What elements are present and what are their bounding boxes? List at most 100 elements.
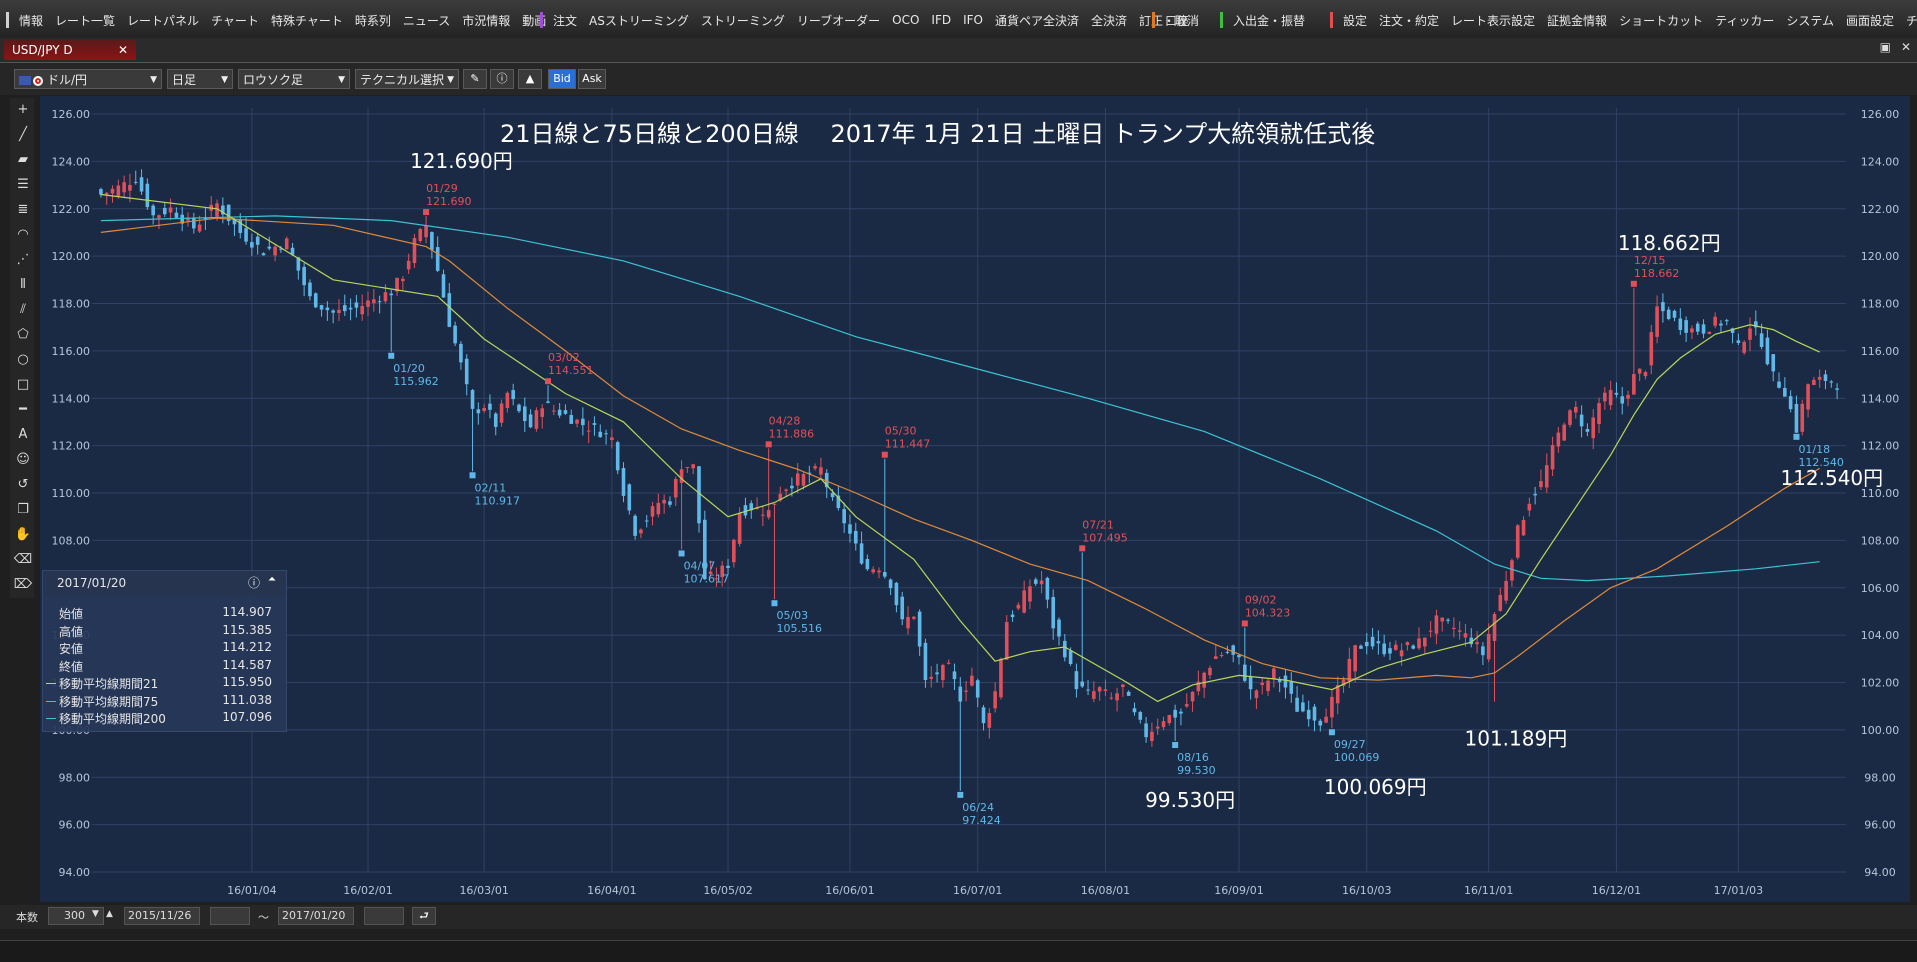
count-input[interactable]: 300 <box>48 907 104 925</box>
hline-icon[interactable]: ━ <box>19 402 27 417</box>
channel-icon[interactable]: ⫽ <box>20 302 26 317</box>
menu-item-group5-5[interactable]: ティッカー <box>1715 13 1775 28</box>
menu-item-group1-4[interactable]: 特殊チャート <box>270 13 343 28</box>
menu-item-group5-4[interactable]: ショートカット <box>1619 13 1704 28</box>
close-icon[interactable]: ✕ <box>117 43 128 57</box>
menu-item-group1-6[interactable]: ニュース <box>402 13 451 28</box>
menu-item-group3-0[interactable]: 口座 <box>1165 13 1190 28</box>
candle-body <box>1057 619 1061 637</box>
period-select[interactable]: 日足 ▼ <box>167 69 233 89</box>
fibonacci-icon[interactable]: ≣ <box>17 202 29 217</box>
menu-item-group2-6[interactable]: IFO <box>963 13 983 27</box>
menu-item-group1-0[interactable]: 情報 <box>19 13 44 28</box>
menu-item-group2-3[interactable]: リーブオーダー <box>796 13 881 28</box>
collapse-icon[interactable]: ⏶ <box>268 574 276 585</box>
copy-icon[interactable]: ❐ <box>17 502 29 517</box>
close-window-icon[interactable]: ✕ <box>1900 40 1911 54</box>
ask-button[interactable]: Ask <box>578 69 606 89</box>
menu-item-group1-5[interactable]: 時系列 <box>354 13 391 28</box>
menu-item-group2-1[interactable]: ASストリーミング <box>589 13 689 28</box>
menu-item-group5-8[interactable]: チャート <box>1906 13 1917 28</box>
menu-item-group2-7[interactable]: 通貨ペア全決済 <box>995 13 1080 28</box>
menu-item-group1-3[interactable]: チャート <box>211 13 259 28</box>
apply-icon[interactable]: ⮐ <box>412 907 436 925</box>
x-tick-label: 16/01/04 <box>227 884 276 897</box>
chart-style-select[interactable]: ロウソク足 ▼ <box>238 69 350 89</box>
menu-item-group5-0[interactable]: 設定 <box>1343 13 1368 28</box>
technical-select[interactable]: テクニカル選択 ▼ <box>355 69 459 89</box>
candle-body <box>255 236 260 245</box>
eraser-all-icon[interactable]: ⌦ <box>13 577 33 592</box>
ruler-icon[interactable]: ▰ <box>18 152 28 167</box>
info-value: 114.907 <box>222 605 272 619</box>
info-icon[interactable]: ⓘ <box>490 69 514 89</box>
price-chart[interactable]: 126.00 126.00 124.00 124.00 122.00 122.00 120.… <box>40 96 1910 902</box>
pen-icon[interactable]: ✎ <box>463 69 487 89</box>
circle-icon[interactable]: ○ <box>17 352 29 367</box>
menu-item-group4-0[interactable]: 入出金・振替 <box>1233 13 1306 28</box>
ma200-line <box>100 215 1820 582</box>
to-date-input[interactable]: 2017/01/20 <box>278 907 354 925</box>
chart-area[interactable]: 126.00 126.00 124.00 124.00 122.00 122.00 120.… <box>40 96 1910 902</box>
menu-item-group1-7[interactable]: 市況情報 <box>462 13 511 28</box>
undo-icon[interactable]: ↺ <box>17 477 29 492</box>
menu-item-group2-4[interactable]: OCO <box>892 13 920 27</box>
fan-lines-icon[interactable]: ⋰ <box>16 252 30 267</box>
crosshair-icon[interactable]: + <box>17 102 29 117</box>
chart-style-value: ロウソク足 <box>243 73 304 87</box>
vertical-lines-icon[interactable]: ⦀ <box>20 277 26 292</box>
to-time-input[interactable] <box>364 907 404 925</box>
candle-body <box>1393 644 1398 650</box>
candle-body <box>1289 681 1294 694</box>
menu-item-group1-1[interactable]: レート一覧 <box>55 13 116 28</box>
y-tick-label-right: 124.00 <box>1861 155 1900 168</box>
menu-item-group5-3[interactable]: 証拠金情報 <box>1547 13 1608 28</box>
stepper-up-icon[interactable]: ▲ <box>106 909 113 919</box>
currency-pair-select[interactable]: ドル/円 ▼ <box>14 69 162 89</box>
maximize-icon[interactable]: ▣ <box>1879 40 1891 54</box>
text-icon[interactable]: A <box>18 427 28 442</box>
candle-body <box>110 188 115 194</box>
hand-icon[interactable]: ✋ <box>14 527 32 542</box>
menu-item-group5-7[interactable]: 画面設定 <box>1846 13 1895 28</box>
from-time-input[interactable] <box>210 907 250 925</box>
menu-item-group5-6[interactable]: システム <box>1786 13 1834 28</box>
menu-item-group2-2[interactable]: ストリーミング <box>700 13 785 28</box>
menu-item-group2-0[interactable]: 注文 <box>553 13 578 28</box>
rectangle-icon[interactable]: □ <box>16 377 30 392</box>
candle-body <box>1121 684 1125 688</box>
bid-button[interactable]: Bid <box>548 69 576 89</box>
pentagon-icon[interactable]: ⬠ <box>17 327 29 342</box>
fib-arc-icon[interactable]: ◠ <box>17 227 29 242</box>
y-tick-label-right: 122.00 <box>1861 203 1900 216</box>
candle-body <box>221 205 225 215</box>
candle-body <box>1417 638 1421 649</box>
eraser-icon[interactable]: ⌫ <box>13 552 33 567</box>
low-date-label: 02/11 <box>475 481 507 494</box>
menu-item-group5-2[interactable]: レート表示設定 <box>1451 13 1536 28</box>
trendline-icon[interactable]: ╱ <box>19 127 27 142</box>
info-icon[interactable]: ⓘ <box>247 576 260 590</box>
high-value-label: 121.690 <box>426 195 472 208</box>
y-tick-label-left: 118.00 <box>52 298 91 311</box>
candle-body <box>737 513 742 544</box>
menu-item-group5-1[interactable]: 注文・約定 <box>1379 13 1440 28</box>
chart-title: 21日線と75日線と200日線 2017年 1月 21日 土曜日 トランプ大統領… <box>500 120 1375 148</box>
emoji-icon[interactable]: ☺ <box>16 452 30 467</box>
chart-type-icon[interactable]: ▲ <box>518 69 542 89</box>
menu-item-group1-2[interactable]: レートパネル <box>127 13 200 28</box>
y-tick-label-left: 120.00 <box>52 250 91 263</box>
horizontal-lines-icon[interactable]: ☰ <box>17 177 29 192</box>
tab-usdjpy[interactable]: USD/JPY D ✕ <box>4 40 136 60</box>
stepper-down-icon[interactable]: ▼ <box>92 909 99 919</box>
from-date-input[interactable]: 2015/11/26 <box>124 907 200 925</box>
menu-item-group2-5[interactable]: IFD <box>931 13 952 27</box>
candle-body <box>1243 664 1247 681</box>
candle-body <box>226 204 231 221</box>
candle-body <box>453 325 457 344</box>
candle-body <box>720 565 725 578</box>
candle-body <box>1033 579 1038 584</box>
candle-body <box>970 675 974 686</box>
menu-item-group2-8[interactable]: 全決済 <box>1091 13 1128 28</box>
candle-body <box>1068 650 1073 664</box>
